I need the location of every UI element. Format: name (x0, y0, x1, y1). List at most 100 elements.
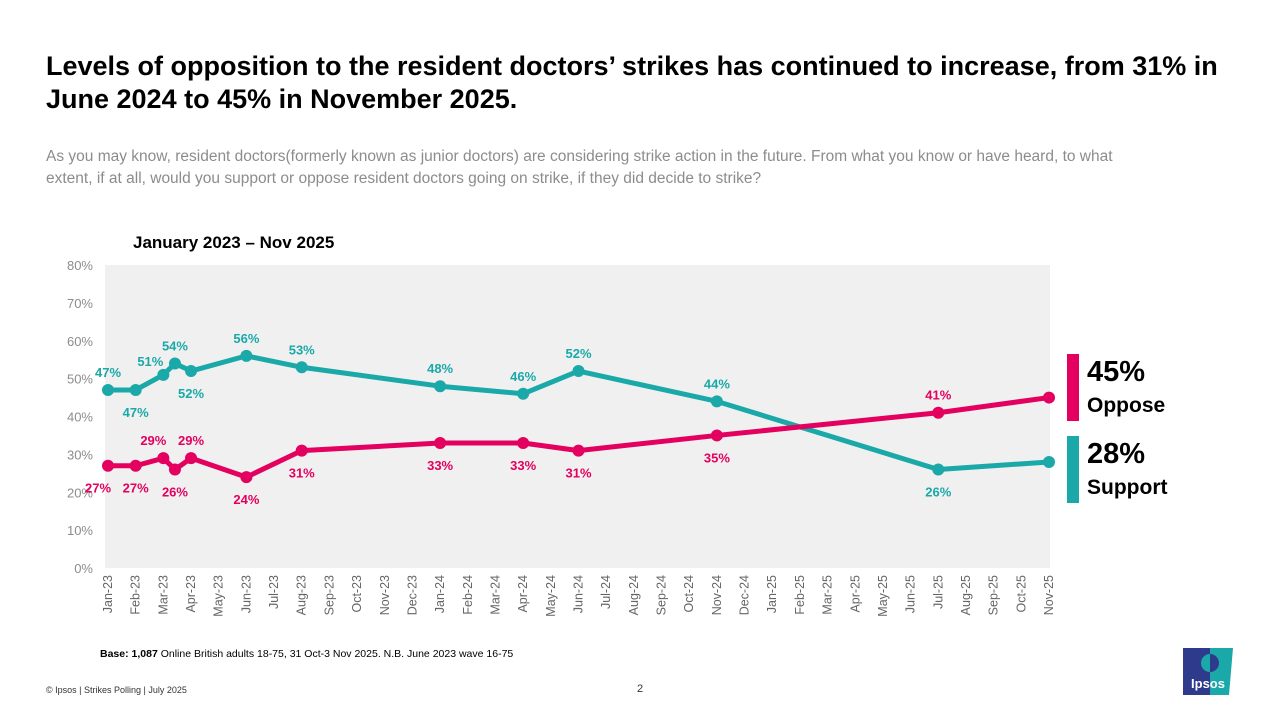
oppose-data-label: 33% (510, 458, 536, 473)
support-data-label: 48% (427, 361, 453, 376)
x-tick-label: Jan-23 (101, 575, 115, 613)
x-tick-label: May-25 (876, 575, 890, 617)
x-tick-label: Feb-25 (793, 575, 807, 615)
oppose-data-label: 29% (140, 433, 166, 448)
oppose-data-label: 24% (233, 492, 259, 507)
x-tick-label: Feb-24 (461, 575, 475, 615)
oppose-label: Oppose (1087, 394, 1166, 417)
y-tick-label: 60% (67, 334, 93, 349)
oppose-point (572, 444, 585, 457)
x-tick-label: Apr-25 (848, 575, 862, 613)
x-tick-label: Mar-24 (488, 575, 502, 615)
oppose-data-label: 29% (178, 433, 204, 448)
x-tick-label: Oct-24 (682, 575, 696, 613)
oppose-point (168, 463, 181, 476)
x-tick-label: May-24 (544, 575, 558, 617)
oppose-data-label: 31% (289, 466, 315, 481)
y-tick-label: 10% (67, 523, 93, 538)
x-tick-label: Dec-24 (738, 575, 752, 615)
support-point (572, 365, 585, 378)
oppose-data-label: 31% (565, 466, 591, 481)
oppose-point (129, 459, 142, 472)
support-label: Support (1087, 476, 1168, 499)
oppose-color-bar (1067, 354, 1079, 421)
x-tick-label: May-23 (212, 575, 226, 617)
support-data-label: 47% (95, 365, 121, 380)
y-tick-label: 0% (74, 561, 93, 576)
oppose-point (185, 452, 198, 465)
x-tick-label: Aug-24 (627, 575, 641, 615)
support-point (240, 349, 253, 362)
x-tick-label: Nov-25 (1042, 575, 1056, 615)
support-point (932, 463, 945, 476)
y-tick-label: 40% (67, 410, 93, 425)
support-point (710, 395, 723, 408)
page-title: Levels of opposition to the resident doc… (46, 51, 1218, 114)
x-tick-label: Jan-24 (433, 575, 447, 613)
oppose-point (295, 444, 308, 457)
y-tick-label: 80% (67, 258, 93, 273)
support-color-bar (1067, 436, 1079, 503)
support-data-label: 26% (925, 485, 951, 500)
support-data-label: 53% (289, 342, 315, 357)
oppose-point (1043, 391, 1055, 404)
ipsos-logo: Ipsos (1183, 648, 1233, 695)
support-data-label: 52% (178, 386, 204, 401)
svg-text:Ipsos: Ipsos (1191, 676, 1225, 691)
x-tick-label: Apr-23 (184, 575, 198, 613)
support-data-label: 52% (565, 346, 591, 361)
x-tick-label: Mar-23 (156, 575, 170, 615)
x-tick-label: Aug-25 (959, 575, 973, 615)
x-tick-label: Jul-23 (267, 575, 281, 609)
x-tick-label: Sep-23 (322, 575, 336, 615)
x-tick-label: Jun-23 (239, 575, 253, 613)
oppose-point (517, 437, 530, 450)
support-point (517, 387, 530, 400)
base-text: Online British adults 18-75, 31 Oct-3 No… (157, 648, 514, 660)
oppose-data-label: 26% (162, 485, 188, 500)
support-point (434, 380, 447, 393)
x-tick-label: Jun-24 (572, 575, 586, 613)
support-data-label: 47% (123, 405, 149, 420)
oppose-point (932, 406, 945, 419)
support-point (102, 383, 114, 396)
support-data-label: 44% (704, 376, 730, 391)
x-tick-label: Aug-23 (295, 575, 309, 615)
support-point (168, 357, 181, 370)
x-tick-label: Mar-25 (821, 575, 835, 615)
x-tick-label: Dec-23 (405, 575, 419, 615)
x-tick-label: Oct-25 (1014, 575, 1028, 613)
oppose-data-label: 27% (123, 481, 149, 496)
oppose-data-label: 27% (85, 481, 111, 496)
oppose-point (157, 452, 170, 465)
base-note: Base: 1,087 Online British adults 18-75,… (100, 648, 513, 660)
x-tick-label: Nov-23 (378, 575, 392, 615)
support-point (295, 361, 308, 374)
y-tick-label: 70% (67, 296, 93, 311)
oppose-point (240, 471, 253, 484)
base-count: Base: 1,087 (100, 648, 158, 660)
support-point (129, 383, 142, 396)
x-tick-label: Jan-25 (765, 575, 779, 613)
x-tick-label: Oct-23 (350, 575, 364, 613)
chart-title: January 2023 – Nov 2025 (133, 233, 335, 252)
oppose-data-label: 33% (427, 458, 453, 473)
x-tick-label: Feb-23 (129, 575, 143, 615)
survey-question: As you may know, resident doctors(former… (46, 148, 1113, 187)
x-tick-label: Jul-24 (599, 575, 613, 609)
y-tick-label: 50% (67, 372, 93, 387)
x-tick-label: Apr-24 (516, 575, 530, 613)
x-tick-label: Sep-24 (655, 575, 669, 615)
x-tick-label: Sep-25 (987, 575, 1001, 615)
y-tick-label: 20% (67, 485, 93, 500)
x-tick-label: Nov-24 (710, 575, 724, 615)
support-data-label: 54% (162, 338, 188, 353)
oppose-data-label: 35% (704, 450, 730, 465)
oppose-point (434, 437, 447, 450)
support-value: 28% (1087, 438, 1146, 470)
y-tick-label: 30% (67, 447, 93, 462)
support-data-label: 51% (137, 354, 163, 369)
support-point (1043, 455, 1055, 468)
oppose-point (102, 459, 114, 472)
